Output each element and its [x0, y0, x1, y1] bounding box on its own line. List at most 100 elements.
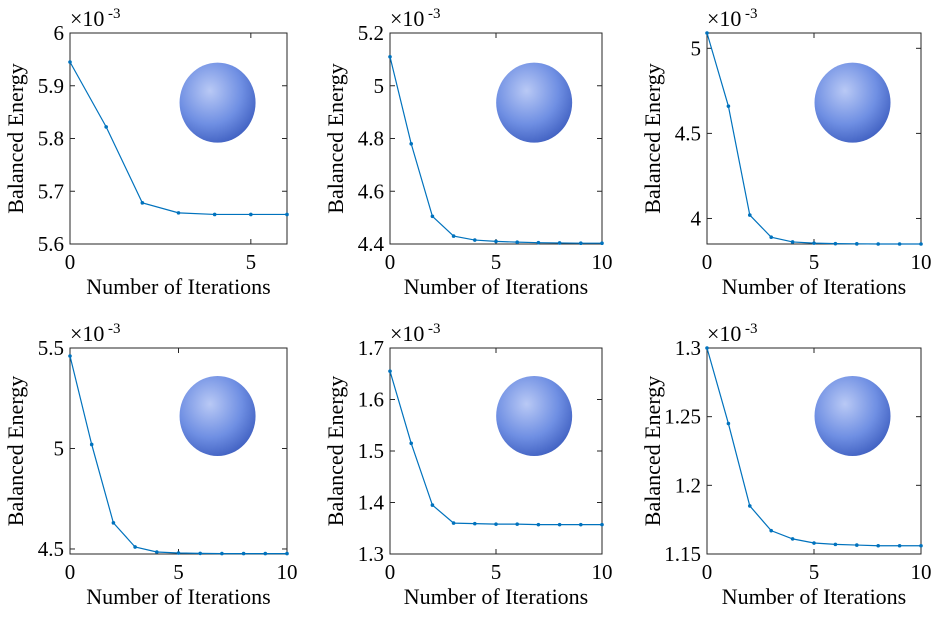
y-tick-label: 6: [54, 21, 65, 45]
data-point: [558, 523, 562, 527]
data-line: [707, 33, 921, 244]
data-point: [388, 369, 392, 373]
data-point: [791, 240, 795, 244]
data-point: [264, 552, 268, 556]
data-point: [898, 544, 902, 548]
data-point: [537, 523, 541, 527]
multiplier-exponent: -3: [428, 321, 441, 337]
y-axis-label: Balanced Energy: [323, 376, 348, 526]
x-tick-label: 0: [385, 560, 396, 584]
data-point: [600, 523, 604, 527]
multiplier-exponent: -3: [745, 321, 758, 337]
y-tick-label: 4.5: [675, 121, 701, 145]
y-tick-label: 1.5: [358, 439, 384, 463]
mesh-image: [815, 376, 891, 456]
x-tick-label: 0: [702, 560, 713, 584]
figure: 055.65.75.85.96×10-3Number of Iterations…: [0, 0, 936, 621]
data-point: [388, 55, 392, 59]
data-point: [834, 242, 838, 246]
plot-frame: [70, 348, 287, 554]
y-tick-label: 5: [691, 36, 702, 60]
x-tick-label: 5: [809, 250, 820, 274]
data-point: [473, 522, 477, 526]
multiplier-exponent: -3: [428, 6, 441, 22]
data-point: [812, 541, 816, 545]
y-axis-label: Balanced Energy: [3, 63, 28, 213]
data-point: [898, 242, 902, 246]
data-line: [390, 57, 602, 243]
y-axis-label: Balanced Energy: [3, 376, 28, 526]
data-point: [876, 544, 880, 548]
y-tick-label: 5: [374, 74, 385, 98]
data-point: [473, 238, 477, 242]
data-point: [409, 441, 413, 445]
data-point: [68, 60, 72, 64]
multiplier: ×10: [390, 6, 424, 31]
y-tick-label: 1.4: [358, 491, 385, 515]
y-tick-label: 1.6: [358, 388, 384, 412]
data-line: [70, 356, 287, 554]
data-point: [285, 552, 289, 556]
data-point: [112, 521, 116, 525]
data-point: [769, 235, 773, 239]
y-tick-label: 4.4: [358, 232, 385, 256]
data-point: [133, 545, 137, 549]
x-axis-label: Number of Iterations: [86, 274, 271, 299]
data-point: [876, 242, 880, 246]
data-point: [812, 241, 816, 245]
data-line: [707, 348, 921, 546]
y-tick-label: 1.3: [675, 336, 701, 360]
mesh-image: [180, 63, 256, 143]
data-point: [90, 443, 94, 447]
x-axis-label: Number of Iterations: [722, 584, 907, 609]
data-point: [177, 551, 181, 555]
y-axis-label: Balanced Energy: [640, 376, 665, 526]
mesh-image: [496, 376, 572, 456]
y-tick-label: 1.25: [664, 405, 701, 429]
y-tick-label: 5.8: [38, 127, 64, 151]
x-tick-label: 0: [65, 560, 76, 584]
y-tick-label: 4.8: [358, 127, 384, 151]
y-tick-label: 5: [54, 436, 65, 460]
x-axis-label: Number of Iterations: [722, 274, 907, 299]
multiplier: ×10: [70, 321, 104, 346]
data-point: [431, 503, 435, 507]
x-tick-label: 5: [491, 250, 502, 274]
y-tick-label: 5.5: [38, 336, 64, 360]
x-tick-label: 10: [592, 560, 613, 584]
x-axis-label: Number of Iterations: [404, 274, 589, 299]
data-point: [919, 544, 923, 548]
data-point: [515, 240, 519, 244]
y-tick-label: 4.6: [358, 179, 384, 203]
multiplier: ×10: [707, 6, 741, 31]
y-tick-label: 1.3: [358, 542, 384, 566]
x-tick-label: 10: [911, 560, 932, 584]
data-point: [705, 346, 709, 350]
y-tick-label: 1.7: [358, 336, 384, 360]
data-point: [579, 241, 583, 245]
data-point: [748, 504, 752, 508]
multiplier-exponent: -3: [745, 6, 758, 22]
y-axis-label: Balanced Energy: [323, 63, 348, 213]
y-tick-label: 5.7: [38, 179, 64, 203]
x-tick-label: 5: [246, 250, 257, 274]
y-tick-label: 1.15: [664, 542, 701, 566]
y-tick-label: 5.6: [38, 232, 64, 256]
data-point: [834, 543, 838, 547]
x-axis-label: Number of Iterations: [86, 584, 271, 609]
x-tick-label: 10: [911, 250, 932, 274]
mesh-image: [496, 63, 572, 143]
y-axis-label: Balanced Energy: [640, 63, 665, 213]
data-point: [198, 552, 202, 556]
data-point: [919, 242, 923, 246]
y-tick-label: 5.2: [358, 21, 384, 45]
multiplier-exponent: -3: [108, 321, 121, 337]
multiplier: ×10: [707, 321, 741, 346]
x-tick-label: 5: [173, 560, 184, 584]
mesh-image: [815, 63, 891, 143]
x-tick-label: 10: [277, 560, 298, 584]
data-point: [249, 213, 253, 217]
data-point: [855, 543, 859, 547]
data-point: [494, 240, 498, 244]
x-tick-label: 5: [491, 560, 502, 584]
